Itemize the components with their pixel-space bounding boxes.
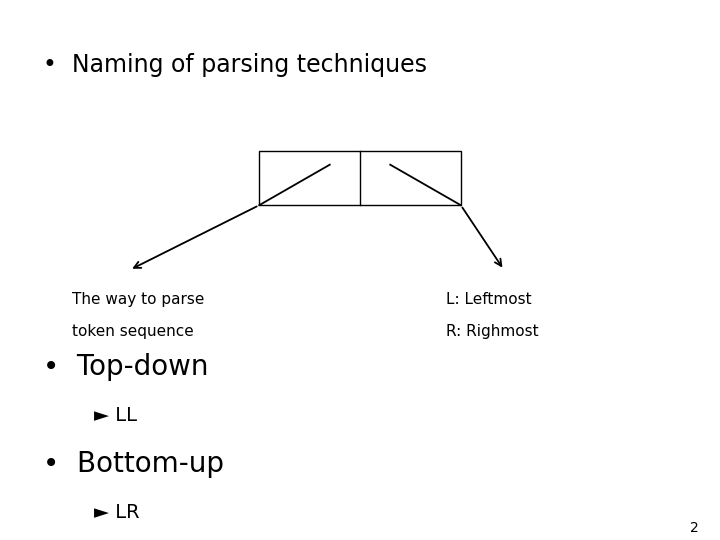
Text: •  Top-down: • Top-down bbox=[43, 353, 209, 381]
Text: 2: 2 bbox=[690, 521, 698, 535]
Text: ► LR: ► LR bbox=[94, 503, 139, 523]
Text: token sequence: token sequence bbox=[72, 324, 194, 339]
Text: •  Bottom-up: • Bottom-up bbox=[43, 450, 224, 478]
Text: The way to parse: The way to parse bbox=[72, 292, 204, 307]
Text: L: Leftmost: L: Leftmost bbox=[446, 292, 532, 307]
Text: R: Righmost: R: Righmost bbox=[446, 324, 539, 339]
Bar bbox=[259, 151, 461, 205]
Text: ► LL: ► LL bbox=[94, 406, 137, 426]
Text: •  Naming of parsing techniques: • Naming of parsing techniques bbox=[43, 53, 427, 77]
